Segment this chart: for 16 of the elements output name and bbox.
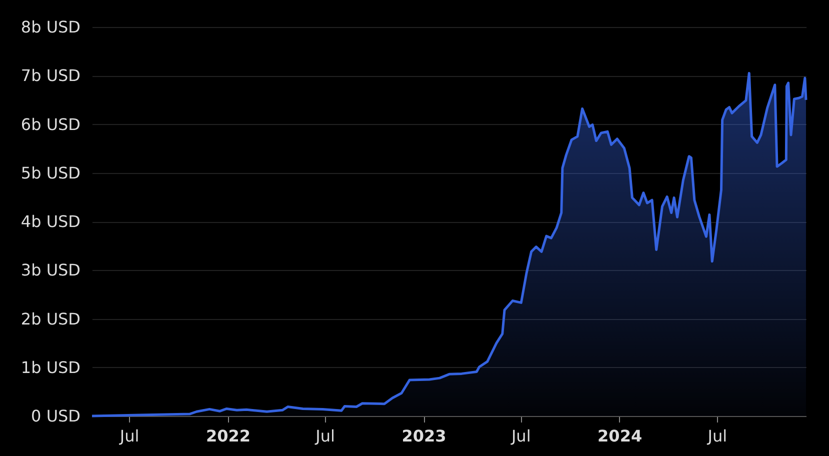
y-tick-label: 0 USD — [31, 406, 80, 426]
x-tick-label: Jul — [118, 426, 140, 446]
y-tick-label: 4b USD — [20, 212, 80, 231]
x-tick-label: Jul — [510, 426, 531, 446]
y-tick-label: 6b USD — [20, 114, 80, 134]
x-tick-label: 2023 — [402, 426, 446, 446]
x-tick-label: Jul — [314, 426, 335, 446]
y-tick-label: 3b USD — [20, 260, 80, 280]
y-tick-label: 7b USD — [20, 66, 80, 86]
y-tick-label: 1b USD — [20, 358, 80, 377]
y-tick-label: 8b USD — [20, 18, 80, 36]
x-tick-label: 2022 — [206, 426, 250, 446]
x-tick-label: 2024 — [598, 426, 642, 446]
x-tick-label: Jul — [706, 426, 728, 446]
y-tick-label: 2b USD — [20, 309, 80, 328]
y-tick-label: 5b USD — [20, 163, 80, 182]
